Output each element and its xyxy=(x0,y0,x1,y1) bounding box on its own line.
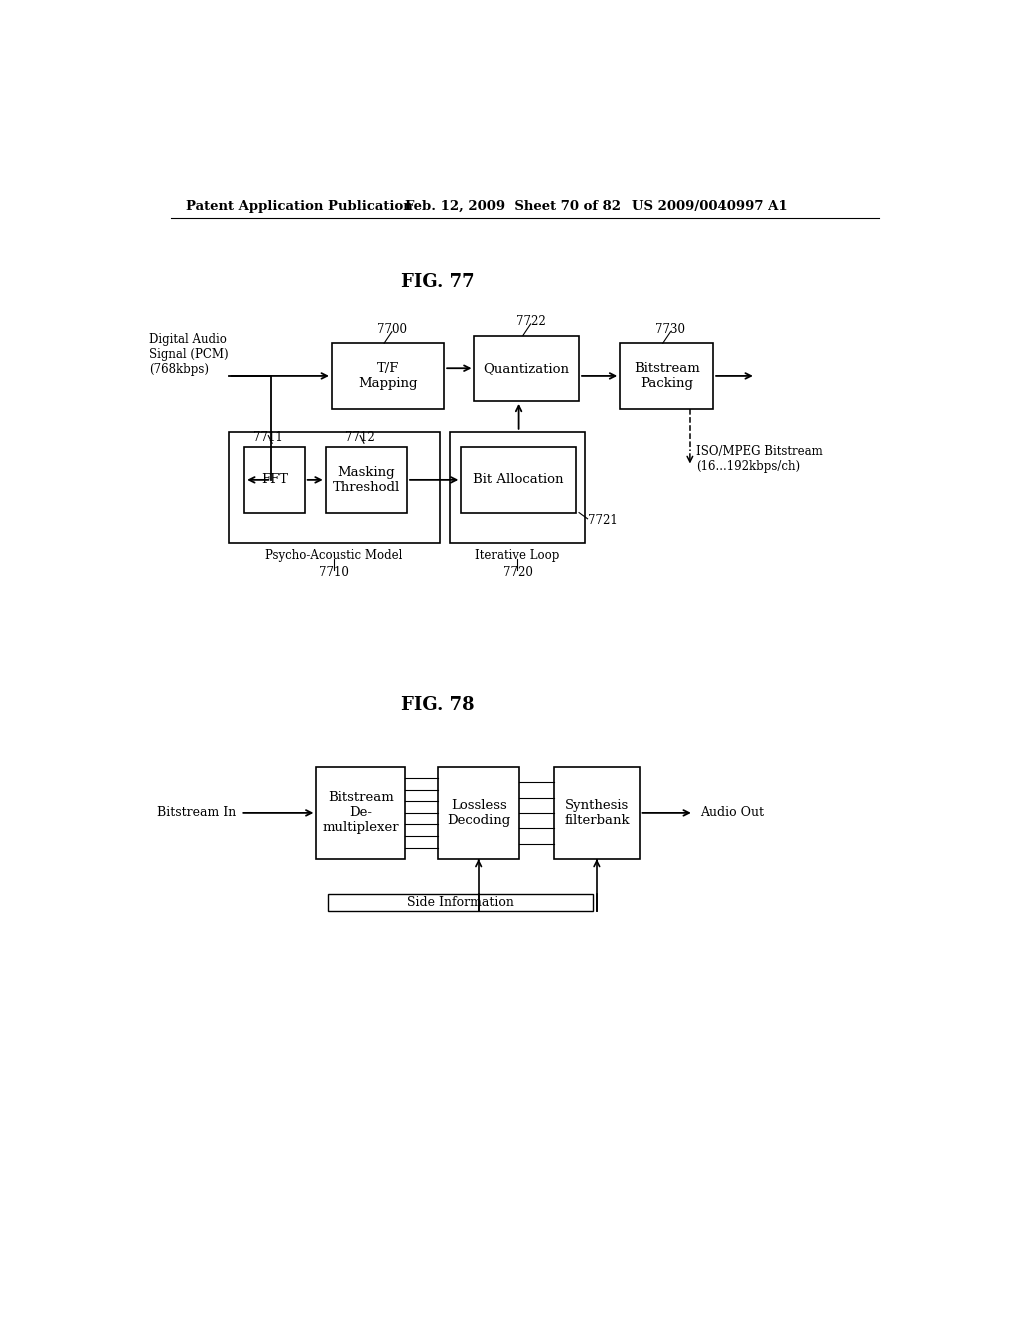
Bar xyxy=(328,894,593,911)
Text: 7710: 7710 xyxy=(319,566,349,579)
Bar xyxy=(438,767,519,859)
Text: Bitstream In: Bitstream In xyxy=(158,807,237,820)
Text: Digital Audio
Signal (PCM)
(768kbps): Digital Audio Signal (PCM) (768kbps) xyxy=(150,333,228,376)
Text: Bit Allocation: Bit Allocation xyxy=(473,474,564,486)
Text: FFT: FFT xyxy=(261,474,288,486)
Text: 7730: 7730 xyxy=(655,323,685,335)
Bar xyxy=(474,335,579,401)
Bar xyxy=(228,432,439,544)
Text: ISO/MPEG Bitstream
(16...192kbps/ch): ISO/MPEG Bitstream (16...192kbps/ch) xyxy=(696,445,823,473)
Bar xyxy=(450,432,586,544)
Text: Iterative Loop: Iterative Loop xyxy=(475,549,560,562)
Bar xyxy=(621,343,713,409)
Text: Quantization: Quantization xyxy=(483,362,569,375)
Bar xyxy=(316,767,406,859)
Text: 7721: 7721 xyxy=(589,513,618,527)
Text: FIG. 78: FIG. 78 xyxy=(401,696,475,714)
Text: Feb. 12, 2009  Sheet 70 of 82: Feb. 12, 2009 Sheet 70 of 82 xyxy=(406,199,622,213)
Text: 7720: 7720 xyxy=(503,566,532,579)
Bar xyxy=(461,447,575,512)
Text: Masking
Threshodl: Masking Threshodl xyxy=(333,466,400,494)
Text: 7700: 7700 xyxy=(377,323,407,335)
Text: Side Information: Side Information xyxy=(407,896,514,908)
Text: Synthesis
filterbank: Synthesis filterbank xyxy=(564,799,630,826)
Text: 7712: 7712 xyxy=(345,432,375,445)
Text: US 2009/0040997 A1: US 2009/0040997 A1 xyxy=(632,199,787,213)
Text: Bitstream
Packing: Bitstream Packing xyxy=(634,362,699,389)
Text: Lossless
Decoding: Lossless Decoding xyxy=(447,799,510,826)
Bar xyxy=(245,447,305,512)
Text: Audio Out: Audio Out xyxy=(700,807,764,820)
Text: FIG. 77: FIG. 77 xyxy=(401,273,475,290)
Text: Psycho-Acoustic Model: Psycho-Acoustic Model xyxy=(265,549,402,562)
Bar xyxy=(332,343,444,409)
Text: Patent Application Publication: Patent Application Publication xyxy=(186,199,413,213)
Text: T/F
Mapping: T/F Mapping xyxy=(358,362,418,389)
Bar xyxy=(554,767,640,859)
Text: 7722: 7722 xyxy=(516,315,546,329)
Text: Bitstream
De-
multiplexer: Bitstream De- multiplexer xyxy=(323,792,399,834)
Bar xyxy=(326,447,407,512)
Text: 7711: 7711 xyxy=(253,432,284,445)
